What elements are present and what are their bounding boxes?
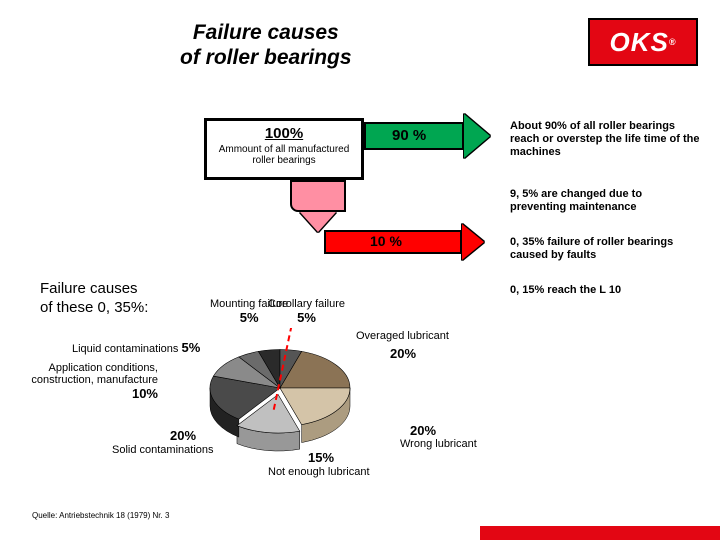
label-corollary: Corollary failure 5% (268, 298, 345, 325)
label-app-cond: Application conditions, construction, ma… (28, 362, 158, 401)
arrow-green-head-icon (464, 114, 490, 158)
arrow-90-percent: 90 % (364, 122, 464, 150)
arrow-down-body (290, 180, 346, 212)
box-100-subtext: Ammount of all manufactured roller beari… (211, 144, 357, 166)
failure-causes-heading: Failure causes of these 0, 35%: (40, 280, 148, 318)
title-line-1: Failure causes (193, 21, 339, 44)
arrow-red-label: 10 % (370, 233, 402, 249)
label-notenough-pct: 15% (308, 450, 334, 465)
label-app-cond-pct: 10% (132, 386, 158, 401)
annotation-90pct: About 90% of all roller bearings reach o… (510, 120, 700, 160)
label-overaged: Overaged lubricant (356, 330, 449, 342)
annotation-9-5pct: 9, 5% are changed due to preventing main… (510, 188, 700, 214)
registered-mark: ® (669, 37, 677, 47)
label-notenough: Not enough lubricant (268, 466, 370, 478)
label-liquid: Liquid contaminations 5% (72, 340, 200, 355)
label-app-cond-text: Application conditions, construction, ma… (31, 362, 158, 386)
footer-accent-bar (480, 526, 720, 540)
label-corollary-text: Corollary failure (268, 298, 345, 310)
source-citation: Quelle: Antriebstechnik 18 (1979) Nr. 3 (32, 511, 169, 520)
label-overaged-text: Overaged lubricant (356, 330, 449, 342)
pie-chart (190, 328, 390, 478)
label-liquid-text: Liquid contaminations (72, 343, 178, 355)
label-solid-pct: 20% (170, 428, 196, 443)
oks-logo: OKS® (588, 18, 698, 66)
arrow-red-head-icon (462, 224, 484, 260)
arrow-down-head-icon (300, 212, 336, 232)
arrow-10-percent: 10 % (324, 230, 462, 254)
fc-title-l2: of these 0, 35%: (40, 299, 148, 316)
label-mounting-pct: 5% (240, 310, 259, 325)
title-line-2: of roller bearings (180, 46, 352, 69)
label-corollary-pct: 5% (297, 310, 316, 325)
logo-text: OKS (610, 27, 669, 58)
label-wrong: Wrong lubricant (400, 438, 477, 450)
box-100-header: 100% (211, 125, 357, 142)
page-title: Failure causes of roller bearings (180, 20, 352, 70)
label-solid: Solid contaminations (112, 444, 214, 456)
arrow-green-label: 90 % (392, 127, 426, 144)
pie-svg (190, 328, 390, 478)
arrow-down-branch (290, 180, 346, 212)
label-wrong-pct: 20% (410, 423, 436, 438)
annotation-0-35pct: 0, 35% failure of roller bearings caused… (510, 236, 700, 262)
label-liquid-pct: 5% (181, 340, 200, 355)
annotation-0-15pct: 0, 15% reach the L 10 (510, 284, 700, 297)
label-overaged-pct: 20% (390, 346, 416, 361)
box-100-percent: 100% Ammount of all manufactured roller … (204, 118, 364, 180)
fc-title-l1: Failure causes (40, 280, 138, 297)
